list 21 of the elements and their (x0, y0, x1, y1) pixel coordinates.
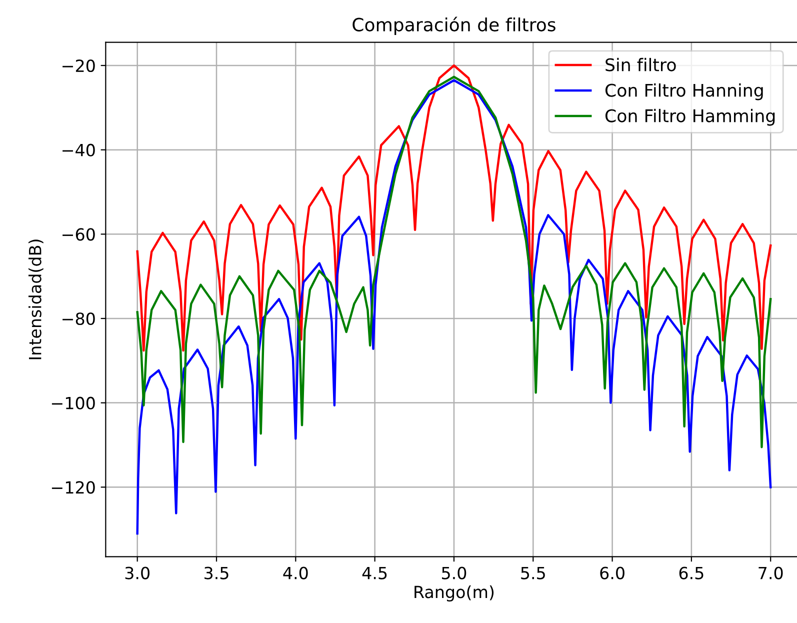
legend-label: Con Filtro Hamming (605, 108, 775, 126)
x-tick-label: 4.0 (283, 566, 308, 580)
y-tick-label: −100 (52, 396, 95, 410)
x-tick-label: 3.0 (125, 566, 150, 580)
y-tick-label: −80 (62, 312, 95, 326)
legend-label: Sin filtro (606, 58, 676, 72)
x-tick-label: 3.5 (204, 566, 228, 580)
x-tick-label: 6.5 (679, 566, 704, 580)
x-axis-title: Rango(m) (414, 585, 494, 602)
chart-title: Comparación de filtros (352, 16, 556, 35)
y-tick-label: −120 (52, 481, 95, 494)
x-tick-label: 7.0 (758, 566, 783, 580)
legend-label: Con Filtro Hanning (605, 83, 763, 100)
x-tick-label: 6.0 (600, 566, 624, 580)
x-tick-label: 5.5 (521, 566, 545, 580)
y-axis-title: Intensidad(dB) (28, 240, 44, 360)
y-tick-label: −60 (62, 228, 95, 241)
y-tick-label: −20 (62, 59, 95, 72)
x-tick-label: 4.5 (362, 566, 387, 580)
y-tick-label: −40 (62, 144, 95, 156)
x-tick-label: 5.0 (442, 566, 466, 580)
